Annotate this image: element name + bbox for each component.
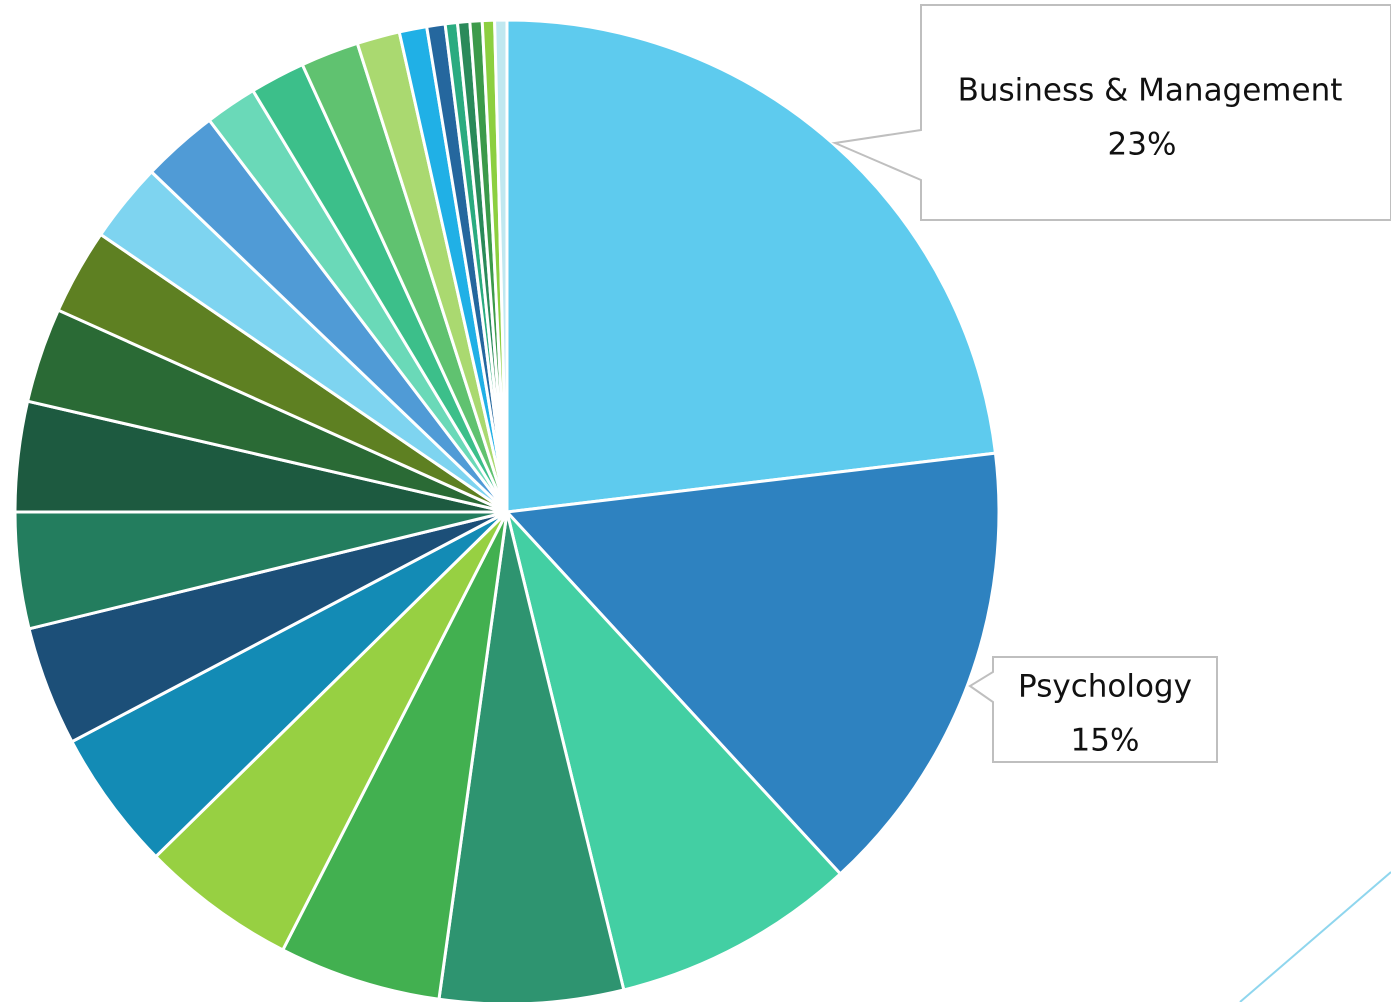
slice-value-label: 23% <box>1108 127 1177 163</box>
pie-slice <box>154 510 509 952</box>
slice-label: Business & Management <box>958 73 1343 109</box>
decoration-line <box>1239 871 1391 1002</box>
pie-slice <box>437 510 626 1002</box>
callout-box <box>831 4 1391 221</box>
pie-slice <box>505 510 842 992</box>
slice-label: Psychology <box>1018 669 1192 705</box>
pie-slice <box>505 451 1001 876</box>
callout-box <box>968 656 1218 763</box>
pie-slice <box>281 510 509 1001</box>
slices <box>13 18 1001 1002</box>
pie-slice <box>493 18 509 514</box>
slice-value-label: 15% <box>1071 723 1140 759</box>
pie-slice <box>505 18 997 514</box>
